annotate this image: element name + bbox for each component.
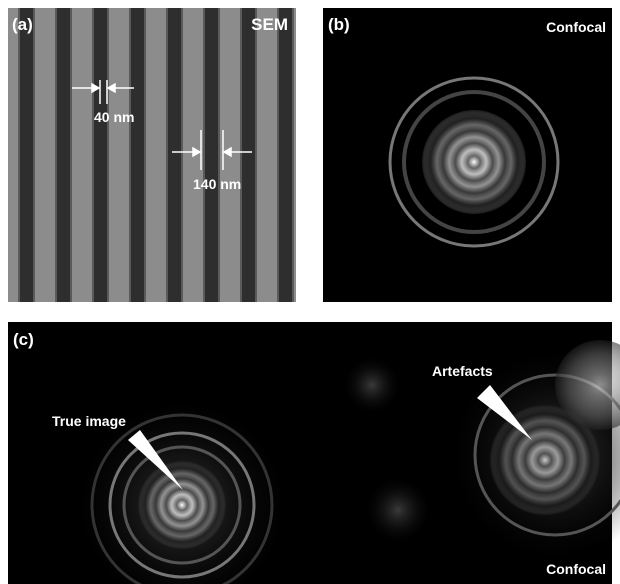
- sem-image: [8, 8, 296, 302]
- panel-title: SEM: [251, 15, 288, 34]
- panel-label: (b): [328, 15, 350, 34]
- panel-b: (b) Confocal: [323, 8, 612, 302]
- measure-label: 140 nm: [193, 176, 241, 192]
- panel-title: Confocal: [546, 561, 606, 577]
- panel-a: (a) SEM 40 nm 140 nm: [8, 8, 296, 302]
- page: {"panels": { "a": {"label": "(a)", "titl…: [0, 0, 620, 584]
- panel-label: (a): [12, 15, 33, 34]
- artefact: [366, 478, 430, 542]
- artefact: [344, 357, 400, 413]
- panel-label: (c): [13, 330, 34, 349]
- measure-label: 40 nm: [94, 109, 134, 125]
- panel-title: Confocal: [546, 19, 606, 35]
- spot-rings: [138, 461, 226, 549]
- figure: (a) SEM 40 nm 140 nm (b) Confocal (c) Tr…: [0, 0, 620, 584]
- panel-c: (c) True image Artefacts Confocal: [8, 322, 620, 584]
- annotation: True image: [52, 413, 126, 429]
- spot-rings: [422, 110, 526, 214]
- annotation: Artefacts: [432, 363, 493, 379]
